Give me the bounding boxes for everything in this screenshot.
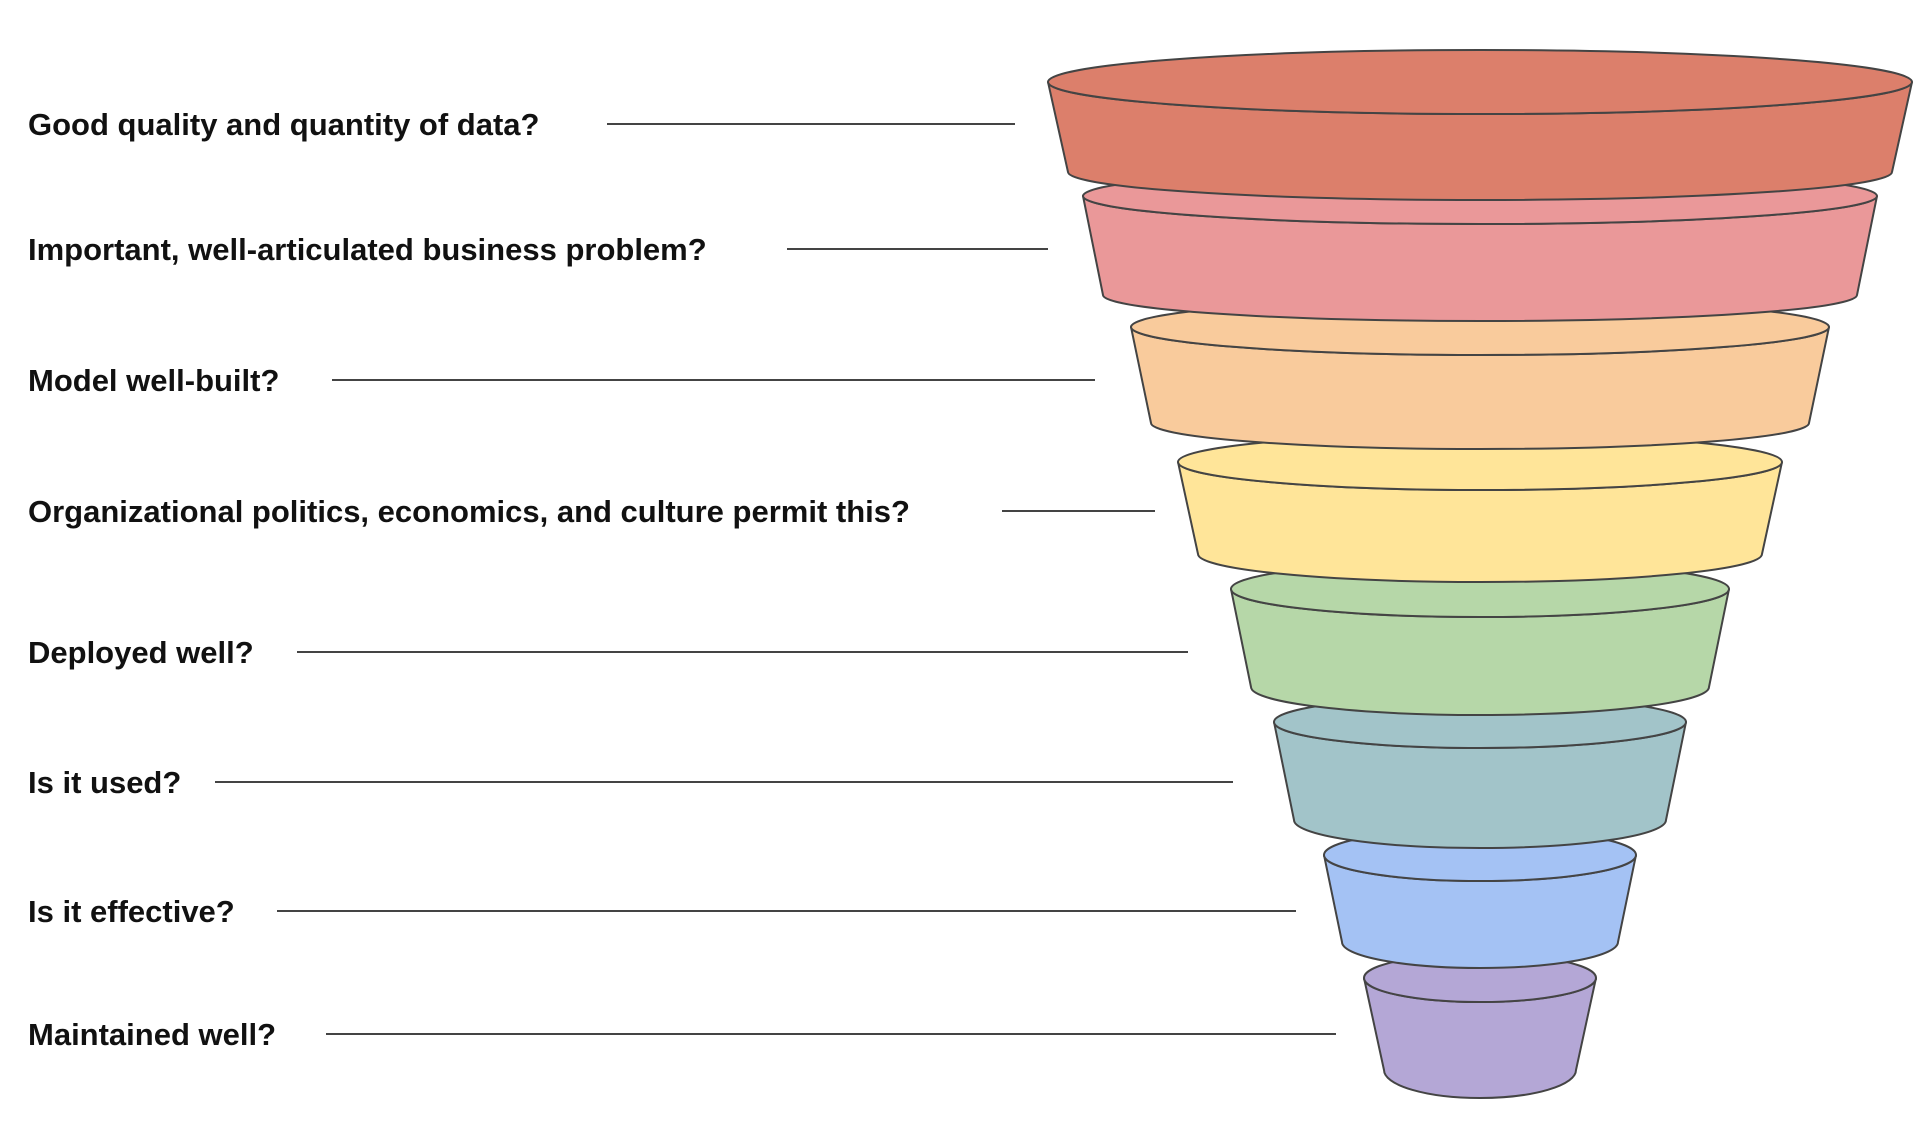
stage-label: Organizational politics, economics, and … bbox=[28, 494, 910, 529]
funnel-band-5 bbox=[1230, 560, 1730, 716]
stage-label: Is it used? bbox=[28, 765, 181, 800]
funnel-band-3 bbox=[1130, 298, 1830, 450]
stage-8: Maintained well? bbox=[28, 1017, 1336, 1052]
stage-label: Good quality and quantity of data? bbox=[28, 107, 540, 142]
stage-2: Important, well-articulated business pro… bbox=[28, 232, 1048, 267]
funnel-band-4 bbox=[1177, 433, 1783, 583]
funnel-band-6 bbox=[1273, 695, 1687, 849]
funnel-band-rim bbox=[1047, 49, 1913, 115]
stage-5: Deployed well? bbox=[28, 635, 1188, 670]
funnel-labels: Good quality and quantity of data? Import… bbox=[28, 107, 1336, 1052]
funnel-bands bbox=[1047, 49, 1913, 1099]
stage-7: Is it effective? bbox=[28, 894, 1296, 929]
stage-label: Is it effective? bbox=[28, 894, 235, 929]
stage-3: Model well-built? bbox=[28, 363, 1095, 398]
stage-label: Important, well-articulated business pro… bbox=[28, 232, 707, 267]
stage-label: Maintained well? bbox=[28, 1017, 276, 1052]
funnel-band-1 bbox=[1047, 49, 1913, 201]
funnel-band-7 bbox=[1323, 828, 1637, 969]
funnel-band-8 bbox=[1363, 953, 1597, 1099]
stage-6: Is it used? bbox=[28, 765, 1233, 800]
stage-label: Model well-built? bbox=[28, 363, 279, 398]
stage-4: Organizational politics, economics, and … bbox=[28, 494, 1155, 529]
stage-label: Deployed well? bbox=[28, 635, 254, 670]
stage-1: Good quality and quantity of data? bbox=[28, 107, 1015, 142]
